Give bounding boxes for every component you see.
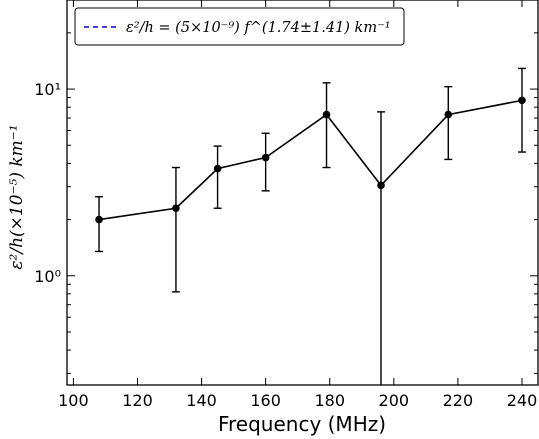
data-point (518, 96, 526, 105)
data-point (444, 110, 453, 119)
plot-frame (66, 0, 539, 386)
data-point (172, 204, 180, 213)
x-tick-label: 240 (507, 391, 538, 410)
y-tick-label: 10⁰ (34, 267, 61, 286)
axis-ticks-layer: 100 120 140 160 180 200 220 240 10⁰ 10¹ (34, 0, 538, 410)
data-line (98, 99, 523, 221)
x-tick-label: 160 (250, 391, 281, 410)
x-tick-label: 140 (186, 391, 217, 410)
data-point (213, 164, 222, 173)
x-tick-label: 180 (314, 391, 345, 410)
legend-fit-label: ε²/h = (5×10⁻⁹) f^(1.74±1.41) km⁻¹ (126, 20, 391, 36)
x-tick-label: 120 (122, 391, 153, 410)
y-tick-label: 10¹ (34, 80, 61, 99)
x-tick-label: 200 (379, 391, 410, 410)
y-axis-title: ε²/h(×10⁻⁵) km⁻¹ (7, 124, 27, 269)
legend-box (74, 7, 405, 46)
data-point (322, 110, 331, 119)
data-point (377, 181, 385, 190)
x-axis-title: Frequency (MHz) (218, 412, 386, 436)
x-tick-label: 100 (58, 391, 89, 410)
x-tick-label: 220 (443, 391, 474, 410)
data-point (261, 153, 270, 162)
data-point (95, 215, 103, 224)
legend: ε²/h = (5×10⁻⁹) f^(1.74±1.41) km⁻¹ (74, 7, 405, 46)
data-series-layer (95, 67, 526, 385)
